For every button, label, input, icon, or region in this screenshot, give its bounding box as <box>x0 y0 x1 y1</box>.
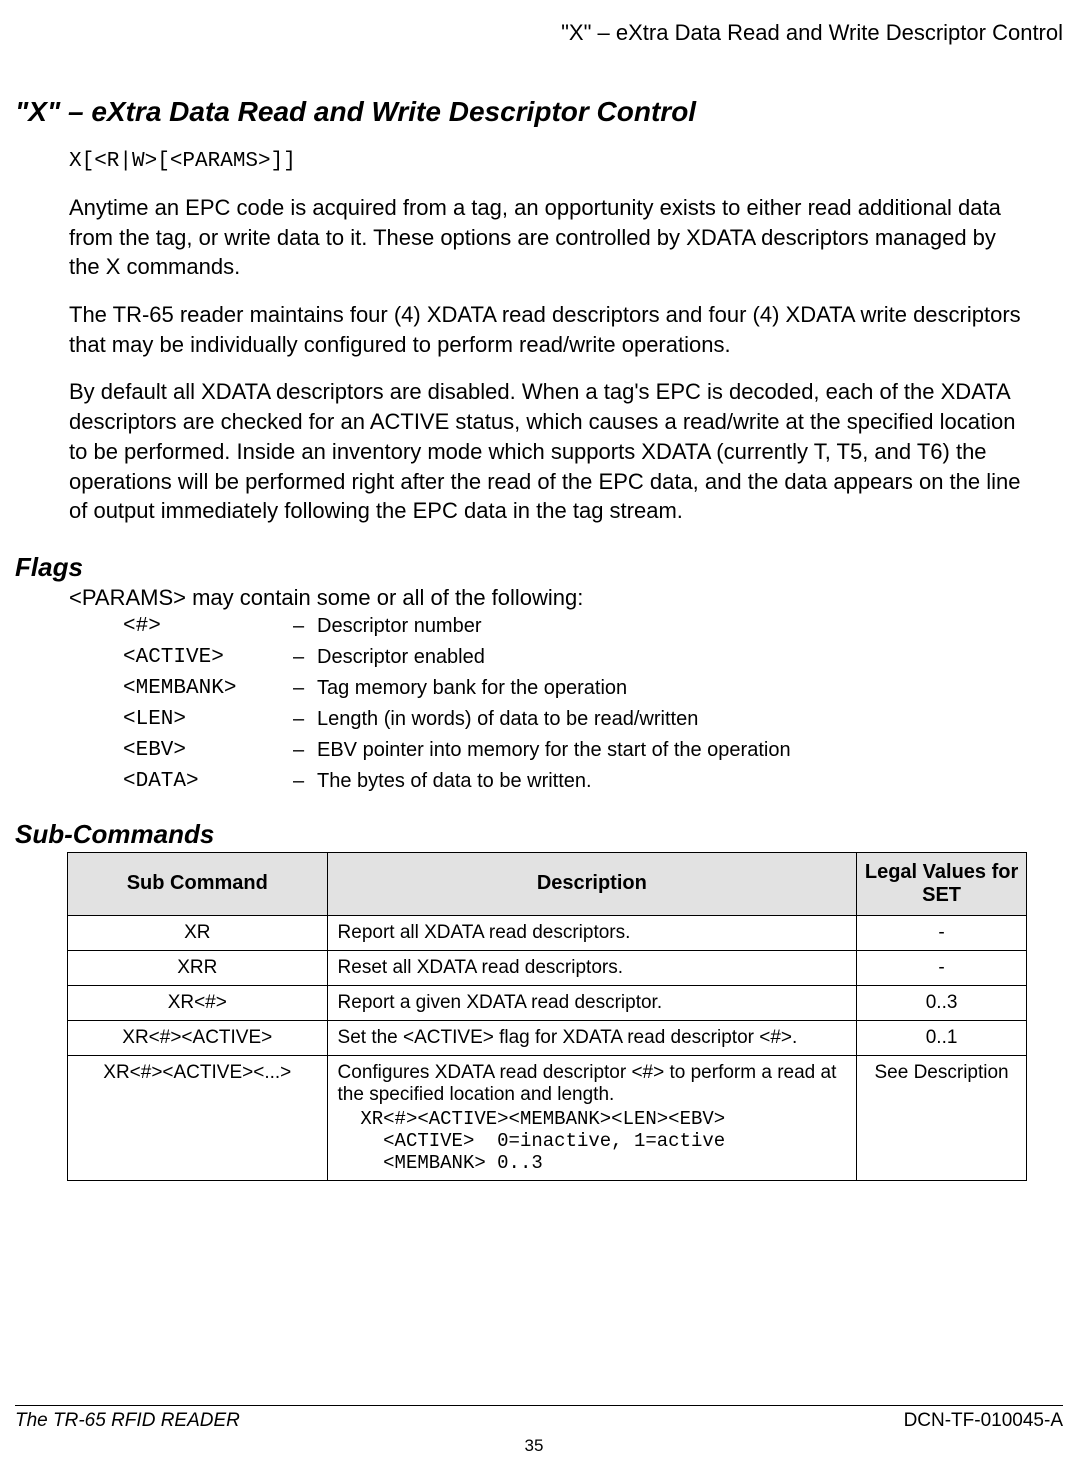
dash: – <box>293 770 317 793</box>
flag-name: <LEN> <box>123 708 293 731</box>
sub-legal: 0..3 <box>857 985 1027 1020</box>
flag-name: <MEMBANK> <box>123 677 293 700</box>
col-header-legal: Legal Values for SET <box>857 852 1027 915</box>
flags-heading: Flags <box>15 552 1038 583</box>
table-row: XRR Reset all XDATA read descriptors. - <box>68 950 1027 985</box>
paragraph: By default all XDATA descriptors are dis… <box>69 377 1029 525</box>
col-header-sub: Sub Command <box>68 852 328 915</box>
flag-desc: Descriptor number <box>317 615 482 638</box>
syntax-line: X[<R|W>[<PARAMS>]] <box>69 150 1038 173</box>
dash: – <box>293 646 317 669</box>
subcommands-table: Sub Command Description Legal Values for… <box>67 852 1027 1181</box>
footer-row: The TR-65 RFID READER DCN-TF-010045-A <box>15 1410 1063 1432</box>
sub-desc-text: Configures XDATA read descriptor <#> to … <box>338 1062 837 1105</box>
flag-row: <MEMBANK> – Tag memory bank for the oper… <box>123 677 1038 700</box>
flag-name: <#> <box>123 615 293 638</box>
dash: – <box>293 615 317 638</box>
sub-legal: 0..1 <box>857 1020 1027 1055</box>
sub-desc: Set the <ACTIVE> flag for XDATA read des… <box>327 1020 857 1055</box>
sub-command: XR<#><ACTIVE> <box>68 1020 328 1055</box>
flag-row: <LEN> – Length (in words) of data to be … <box>123 708 1038 731</box>
sub-legal: - <box>857 950 1027 985</box>
flags-intro: <PARAMS> may contain some or all of the … <box>69 585 1038 611</box>
paragraph: The TR-65 reader maintains four (4) XDAT… <box>69 300 1029 359</box>
table-row: XR Report all XDATA read descriptors. - <box>68 915 1027 950</box>
page: "X" – eXtra Data Read and Write Descript… <box>0 0 1068 1460</box>
sub-desc: Report all XDATA read descriptors. <box>327 915 857 950</box>
flag-desc: The bytes of data to be written. <box>317 770 592 793</box>
sub-command: XR<#> <box>68 985 328 1020</box>
table-row: XR<#> Report a given XDATA read descript… <box>68 985 1027 1020</box>
footer-left: The TR-65 RFID READER <box>15 1410 240 1432</box>
section-title: "X" – eXtra Data Read and Write Descript… <box>15 96 1038 128</box>
flag-row: <EBV> – EBV pointer into memory for the … <box>123 739 1038 762</box>
sub-desc: Reset all XDATA read descriptors. <box>327 950 857 985</box>
subcommands-heading: Sub-Commands <box>15 819 1038 850</box>
flag-name: <DATA> <box>123 770 293 793</box>
table-row: XR<#><ACTIVE> Set the <ACTIVE> flag for … <box>68 1020 1027 1055</box>
dash: – <box>293 739 317 762</box>
paragraph: Anytime an EPC code is acquired from a t… <box>69 193 1029 282</box>
running-header: "X" – eXtra Data Read and Write Descript… <box>55 20 1063 46</box>
flag-desc: EBV pointer into memory for the start of… <box>317 739 791 762</box>
sub-desc: Configures XDATA read descriptor <#> to … <box>327 1055 857 1180</box>
table-row: XR<#><ACTIVE><...> Configures XDATA read… <box>68 1055 1027 1180</box>
dash: – <box>293 677 317 700</box>
flag-row: <#> – Descriptor number <box>123 615 1038 638</box>
flag-row: <ACTIVE> – Descriptor enabled <box>123 646 1038 669</box>
sub-command: XR <box>68 915 328 950</box>
dash: – <box>293 708 317 731</box>
flag-row: <DATA> – The bytes of data to be written… <box>123 770 1038 793</box>
flag-desc: Tag memory bank for the operation <box>317 677 627 700</box>
table-header-row: Sub Command Description Legal Values for… <box>68 852 1027 915</box>
flag-name: <ACTIVE> <box>123 646 293 669</box>
flag-desc: Length (in words) of data to be read/wri… <box>317 708 698 731</box>
sub-command: XRR <box>68 950 328 985</box>
col-header-desc: Description <box>327 852 857 915</box>
footer-right: DCN-TF-010045-A <box>904 1410 1063 1432</box>
sub-desc-mono: XR<#><ACTIVE><MEMBANK><LEN><EBV> <ACTIVE… <box>338 1108 847 1174</box>
footer-rule <box>15 1405 1063 1406</box>
page-number: 35 <box>0 1436 1068 1456</box>
flag-desc: Descriptor enabled <box>317 646 485 669</box>
flag-name: <EBV> <box>123 739 293 762</box>
sub-legal: See Description <box>857 1055 1027 1180</box>
page-footer: The TR-65 RFID READER DCN-TF-010045-A <box>15 1405 1063 1432</box>
sub-desc: Report a given XDATA read descriptor. <box>327 985 857 1020</box>
sub-legal: - <box>857 915 1027 950</box>
sub-command: XR<#><ACTIVE><...> <box>68 1055 328 1180</box>
